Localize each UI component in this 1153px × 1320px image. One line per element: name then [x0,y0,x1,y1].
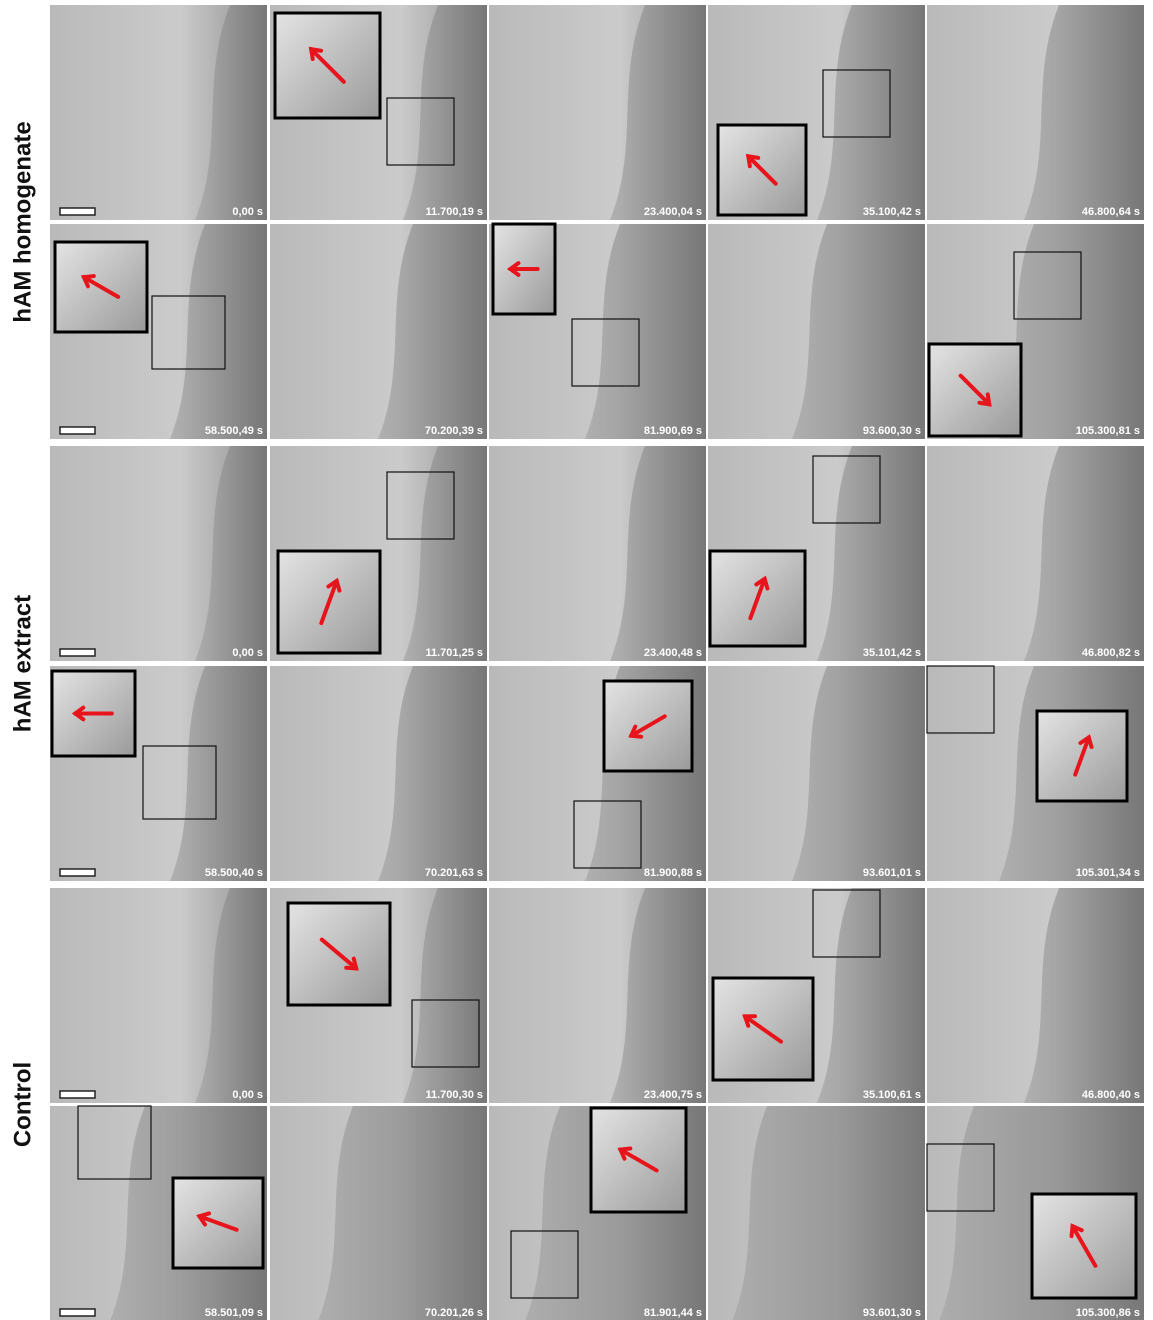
image-panel: 35.101,42 s [708,446,925,661]
timestamp: 23.400,75 s [644,1089,702,1101]
tissue-region [318,1106,487,1320]
image-panel: 35.100,61 s [708,888,925,1103]
image-panel: 58.501,09 s [50,1106,267,1320]
image-panel: 58.500,49 s [50,224,267,439]
scale-bar [60,427,95,434]
timestamp: 0,00 s [232,647,263,659]
timestamp: 105.300,86 s [1076,1307,1140,1319]
timestamp: 81.901,44 s [644,1307,702,1319]
timestamp: 81.900,69 s [644,425,702,437]
timestamp: 23.400,04 s [644,206,702,218]
image-panel: 93.601,30 s [708,1106,925,1320]
scale-bar [60,208,95,215]
timestamp: 35.100,61 s [863,1089,921,1101]
scale-bar [60,649,95,656]
timestamp: 70.201,26 s [425,1307,483,1319]
image-panel: 0,00 s [50,446,267,661]
image-panel: 81.900,88 s [489,666,706,881]
tissue-region [732,1106,925,1320]
timestamp: 93.600,30 s [863,425,921,437]
timestamp: 23.400,48 s [644,647,702,659]
timestamp: 70.201,63 s [425,867,483,879]
image-panel: 46.800,40 s [927,888,1144,1103]
timestamp: 11.701,25 s [425,647,483,659]
image-panel: 11.700,19 s [270,5,487,220]
scale-bar [60,869,95,876]
image-panel: 93.601,01 s [708,666,925,881]
image-panel: 0,00 s [50,888,267,1103]
image-panel: 70.201,63 s [270,666,487,881]
image-panel: 81.900,69 s [489,224,706,439]
timestamp: 93.601,01 s [863,867,921,879]
timestamp: 46.800,64 s [1082,206,1140,218]
timestamp: 105.301,34 s [1076,867,1140,879]
group-label: Control [9,1062,36,1147]
group-label: hAM extract [9,595,36,732]
image-panel: 93.600,30 s [708,224,925,439]
timestamp: 93.601,30 s [863,1307,921,1319]
image-panel: 46.800,64 s [927,5,1144,220]
image-panel: 58.500,40 s [50,666,267,881]
timestamp: 35.101,42 s [863,647,921,659]
timestamp: 105.300,81 s [1076,425,1140,437]
image-panel: 105.301,34 s [927,666,1144,881]
image-panel: 0,00 s [50,5,267,220]
timestamp: 81.900,88 s [644,867,702,879]
timestamp: 70.200,39 s [425,425,483,437]
timestamp: 58.501,09 s [205,1307,263,1319]
image-panel: 23.400,75 s [489,888,706,1103]
scale-bar [60,1091,95,1098]
timestamp: 11.700,30 s [425,1089,483,1101]
image-panel: 105.300,86 s [927,1106,1144,1320]
timestamp: 58.500,40 s [205,867,263,879]
image-panel: 105.300,81 s [927,224,1144,439]
scale-bar [60,1309,95,1316]
timestamp: 0,00 s [232,206,263,218]
timestamp: 0,00 s [232,1089,263,1101]
image-panel: 23.400,04 s [489,5,706,220]
group-label: hAM homogenate [9,121,36,322]
timestamp: 46.800,82 s [1082,647,1140,659]
timestamp: 35.100,42 s [863,206,921,218]
timestamp: 11.700,19 s [425,206,483,218]
image-panel: 11.701,25 s [270,446,487,661]
image-panel: 46.800,82 s [927,446,1144,661]
image-panel: 23.400,48 s [489,446,706,661]
image-panel: 70.201,26 s [270,1106,487,1320]
figure: hAM homogenate 0,00 s 11.700,19 s 23.400,04… [0,0,1153,1320]
timestamp: 46.800,40 s [1082,1089,1140,1101]
timestamp: 58.500,49 s [205,425,263,437]
image-panel: 11.700,30 s [270,888,487,1103]
image-panel: 81.901,44 s [489,1106,706,1320]
image-panel: 35.100,42 s [708,5,925,220]
image-panel: 70.200,39 s [270,224,487,439]
